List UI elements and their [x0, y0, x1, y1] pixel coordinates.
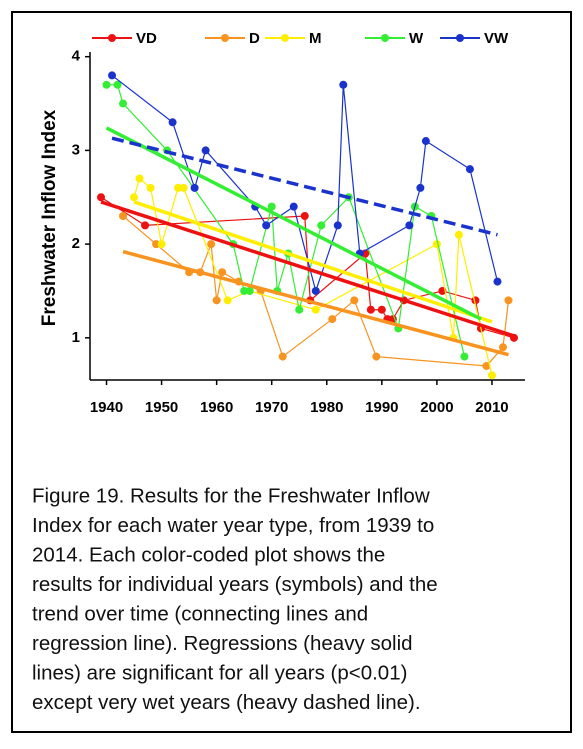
data-point — [465, 165, 474, 174]
regression-line — [105, 126, 482, 321]
regression-line — [100, 200, 515, 338]
series-line — [111, 74, 499, 294]
caption-line: 2014. Each color-coded plot shows the — [32, 543, 385, 566]
data-point — [146, 183, 155, 192]
data-point — [262, 221, 271, 230]
caption-line: Figure 19. Results for the Freshwater In… — [32, 484, 430, 507]
caption-line: regression line). Regressions (heavy sol… — [32, 632, 413, 655]
data-point — [113, 80, 122, 89]
data-point — [366, 305, 375, 314]
legend-marker — [281, 34, 289, 42]
data-point — [498, 343, 507, 352]
data-point — [300, 212, 309, 220]
legend-label: W — [409, 30, 424, 47]
data-point — [102, 80, 111, 89]
x-tick-label: 2000 — [420, 399, 453, 416]
data-point — [152, 240, 161, 249]
legend-label: D — [249, 30, 260, 47]
y-tick-label: 2 — [72, 235, 80, 252]
data-point — [372, 352, 381, 361]
data-point — [174, 183, 183, 192]
data-point — [454, 230, 463, 239]
data-point — [212, 296, 221, 305]
data-point — [377, 305, 386, 314]
regression-line — [133, 200, 493, 324]
regression-line — [111, 136, 498, 237]
legend-marker — [381, 34, 389, 42]
legend-marker — [456, 34, 464, 42]
data-point — [97, 193, 106, 202]
data-point — [119, 99, 128, 108]
legend-label: VD — [136, 30, 157, 47]
data-point — [333, 221, 342, 230]
data-point — [311, 305, 320, 314]
series-line — [133, 177, 493, 376]
x-tick-label: 2010 — [475, 399, 508, 416]
x-tick-label: 1960 — [200, 399, 233, 416]
regression-line — [122, 249, 509, 357]
data-point — [141, 221, 150, 230]
data-point — [421, 137, 430, 146]
legend-label: VW — [484, 30, 509, 47]
data-point — [130, 193, 139, 202]
y-axis-label: Freshwater Inflow Index — [39, 109, 60, 326]
data-point — [179, 183, 188, 192]
legend-label: M — [309, 30, 322, 47]
data-point — [267, 202, 276, 211]
data-point — [223, 296, 232, 305]
data-point — [218, 268, 227, 277]
data-point — [416, 183, 425, 192]
legend-marker — [221, 34, 229, 42]
data-point — [487, 371, 496, 380]
data-point — [350, 296, 359, 305]
data-point — [317, 221, 326, 230]
data-point — [190, 183, 199, 192]
data-point — [207, 240, 216, 249]
data-point — [108, 71, 117, 80]
data-point — [135, 174, 144, 183]
data-point — [289, 202, 298, 211]
data-point — [278, 352, 287, 361]
data-point — [339, 80, 348, 89]
data-point — [388, 315, 397, 324]
x-tick-label: 1940 — [90, 399, 123, 416]
caption-line: except very wet years (heavy dashed line… — [32, 691, 421, 714]
y-tick-label: 1 — [72, 329, 80, 346]
data-point — [245, 286, 254, 295]
x-tick-label: 1990 — [365, 399, 398, 416]
caption-line: results for individual years (symbols) a… — [32, 573, 438, 596]
data-point — [240, 286, 249, 295]
data-point — [201, 146, 210, 155]
x-tick-label: 1980 — [310, 399, 343, 416]
data-point — [504, 296, 513, 305]
frame — [11, 11, 572, 733]
data-point — [311, 286, 320, 295]
y-tick-label: 4 — [72, 48, 81, 65]
data-point — [405, 221, 414, 230]
y-tick-label: 3 — [72, 141, 80, 158]
caption-line: lines) are significant for all years (p<… — [32, 661, 407, 684]
data-point — [168, 118, 177, 127]
data-point — [482, 361, 491, 370]
data-point — [460, 352, 469, 361]
caption-line: trend over time (connecting lines and — [32, 602, 368, 625]
data-point — [295, 305, 304, 314]
x-tick-label: 1970 — [255, 399, 288, 416]
data-point — [119, 212, 128, 220]
data-point — [493, 277, 502, 286]
x-tick-label: 1950 — [145, 399, 178, 416]
caption-line: Index for each water year type, from 193… — [32, 514, 434, 537]
legend-marker — [108, 34, 116, 42]
data-point — [157, 240, 166, 249]
data-point — [328, 315, 337, 324]
